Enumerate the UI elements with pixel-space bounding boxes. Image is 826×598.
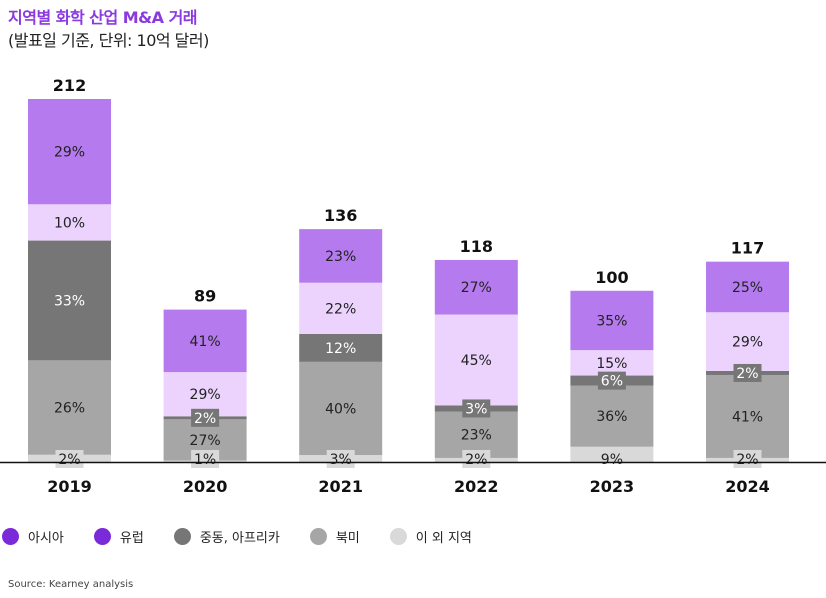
- legend-item-europe: 유럽: [93, 527, 144, 546]
- bar-segment-europe-2023: [570, 350, 654, 376]
- segment-label-europe: 22%: [325, 301, 356, 317]
- legend-item-other: 이 외 지역: [389, 527, 472, 546]
- segment-label-box: [733, 363, 762, 382]
- bar-total-label: 100: [595, 268, 628, 287]
- bar-segment-na-2021: [299, 361, 383, 456]
- stacked-bar-chart: 2% 26% 33% 10% 29% 212 2019 1% 27% 2% 29% 41% 89 2020…: [0, 76, 826, 496]
- legend-label: 유럽: [119, 531, 144, 546]
- x-tick-label: 2021: [318, 477, 363, 496]
- bar-segment-asia-2023: [570, 290, 654, 351]
- bar-segment-mea-2021: [299, 333, 383, 362]
- legend-label: 중동, 아프리카: [199, 531, 280, 546]
- bar-segment-europe-2022: [434, 314, 518, 406]
- legend-label: 북미: [335, 531, 360, 546]
- segment-label-asia: 41%: [190, 334, 221, 350]
- legend-item-mea: 중동, 아프리카: [173, 527, 280, 546]
- bar-segment-other-2023: [570, 446, 654, 462]
- bar-segment-asia-2021: [299, 229, 383, 283]
- chart-title: 지역별 화학 산업 M&A 거래: [8, 8, 198, 27]
- segment-label-mea: 33%: [54, 293, 85, 309]
- segment-label-asia: 27%: [461, 280, 492, 296]
- bar-total-label: 118: [460, 237, 493, 256]
- legend-label: 이 외 지역: [415, 531, 472, 546]
- legend-swatch: [2, 528, 19, 545]
- x-tick-label: 2020: [183, 477, 228, 496]
- x-tick-label: 2024: [725, 477, 770, 496]
- segment-label-box: [462, 450, 491, 468]
- bar-segment-mea-2019: [28, 240, 111, 361]
- segment-label-other: 3%: [330, 452, 352, 468]
- bar-segment-europe-2021: [299, 282, 383, 334]
- legend-label: 아시아: [28, 531, 64, 546]
- bar-segment-asia-2020: [163, 309, 247, 373]
- segment-label-na: 23%: [461, 428, 492, 444]
- segment-label-europe: 10%: [54, 215, 85, 231]
- bar-total-label: 136: [324, 206, 357, 225]
- segment-label-na: 26%: [54, 401, 85, 417]
- bar-segment-asia-2022: [434, 259, 518, 315]
- x-tick-label: 2019: [47, 477, 92, 496]
- segment-label-other: 2%: [58, 452, 80, 468]
- segment-label-box: [191, 408, 220, 427]
- segment-label-na: 36%: [596, 409, 627, 425]
- segment-label-box: [326, 450, 355, 468]
- legend-item-na: 북미: [309, 527, 360, 546]
- segment-label-mea: 2%: [194, 411, 216, 427]
- legend-swatch: [309, 528, 327, 545]
- segment-label-other: 1%: [194, 452, 216, 468]
- bar-total-label: 117: [731, 239, 764, 258]
- bar-segment-na-2023: [570, 385, 654, 447]
- segment-label-europe: 45%: [461, 353, 492, 369]
- segment-label-mea: 3%: [465, 401, 487, 417]
- segment-label-na: 40%: [325, 401, 356, 417]
- x-tick-label: 2022: [454, 477, 499, 496]
- segment-label-asia: 35%: [596, 313, 627, 329]
- segment-label-asia: 25%: [732, 280, 763, 296]
- bar-segment-asia-2024: [706, 261, 789, 313]
- segment-label-mea: 2%: [736, 366, 758, 382]
- segment-label-box: [462, 399, 491, 418]
- bar-segment-na-2024: [706, 374, 789, 458]
- segment-label-na: 41%: [732, 409, 763, 425]
- segment-label-other: 9%: [601, 452, 623, 468]
- segment-label-mea: 6%: [601, 374, 623, 390]
- segment-label-box: [191, 450, 220, 468]
- legend-swatch: [173, 528, 191, 545]
- source-note: Source: Kearney analysis: [8, 579, 134, 590]
- bar-segment-europe-2019: [28, 204, 111, 241]
- bar-segment-asia-2019: [28, 99, 111, 205]
- bar-segment-na-2019: [28, 360, 111, 455]
- bar-segment-europe-2024: [706, 312, 789, 371]
- segment-label-asia: 29%: [54, 145, 85, 161]
- segment-label-box: [55, 450, 84, 468]
- segment-label-europe: 29%: [190, 387, 221, 403]
- segment-label-asia: 23%: [325, 249, 356, 265]
- segment-label-other: 2%: [465, 452, 487, 468]
- segment-label-box: [597, 371, 626, 390]
- chart-subtitle: (발표일 기준, 단위: 10억 달러): [8, 31, 209, 50]
- segment-label-mea: 12%: [325, 341, 356, 357]
- x-tick-label: 2023: [590, 477, 635, 496]
- segment-label-box: [733, 450, 762, 468]
- segment-label-europe: 29%: [732, 335, 763, 351]
- legend-swatch: [93, 528, 111, 545]
- bar-total-label: 89: [194, 287, 216, 306]
- legend-swatch: [389, 528, 407, 545]
- legend-item-asia: 아시아: [2, 527, 64, 546]
- legend: 아시아 유럽 중동, 아프리카 북미 이 외 지역: [2, 527, 502, 546]
- bar-total-label: 212: [53, 76, 86, 95]
- segment-label-na: 27%: [190, 433, 221, 449]
- segment-label-europe: 15%: [596, 356, 627, 372]
- segment-label-other: 2%: [736, 452, 758, 468]
